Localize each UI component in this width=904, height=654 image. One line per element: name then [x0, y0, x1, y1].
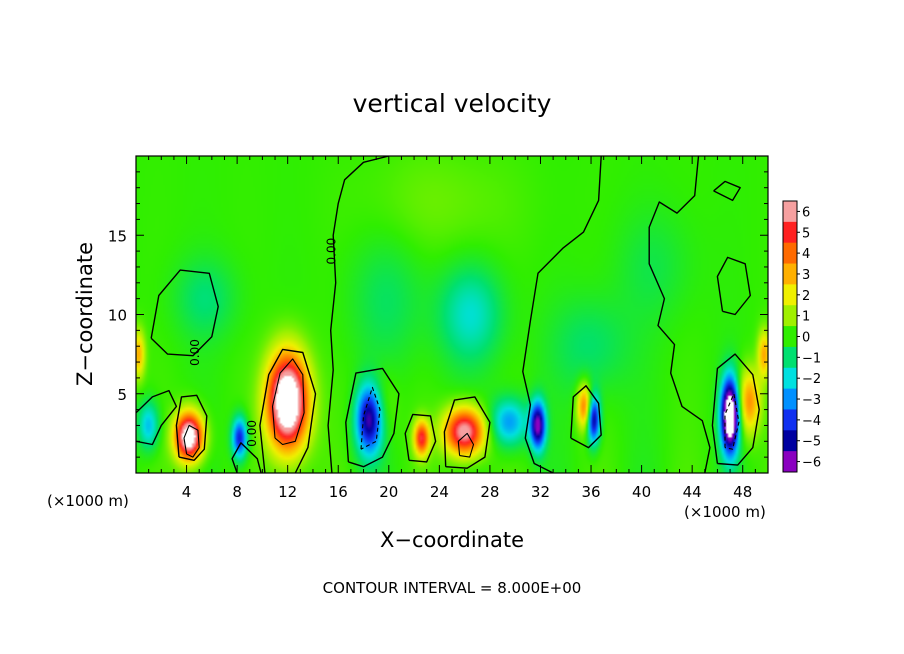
contour-zero-11 — [404, 413, 437, 463]
contour-zero-3 — [231, 442, 262, 473]
colorbar-swatch — [783, 221, 797, 244]
contour-zero-13 — [716, 256, 751, 316]
colorbar-swatch — [783, 305, 797, 327]
heatmap-field — [136, 156, 768, 473]
colorbar-swatch — [783, 388, 797, 410]
x-axis: 4 8 12 16 20 24 28 32 36 40 44 48 — [148, 156, 756, 501]
colorbar-swatch — [783, 409, 797, 431]
contour-zero-8 — [648, 156, 711, 473]
colorbar-tick-label: −5 — [802, 435, 821, 450]
x-tick-label: 24 — [430, 483, 449, 501]
x-unit-right: (×1000 m) — [684, 503, 766, 521]
colorbar-tick-label: 1 — [802, 310, 810, 325]
colorbar-tick-label: 0 — [802, 331, 810, 346]
colorbar-tick-label: −2 — [802, 372, 821, 387]
colorbar-tick-label: 5 — [802, 226, 810, 241]
heatmap-image — [136, 156, 768, 473]
colorbar-tick-label: 6 — [802, 205, 810, 220]
colorbar-swatch — [783, 346, 797, 369]
y-tick-label: 10 — [108, 307, 127, 325]
contour-zero-14 — [713, 180, 741, 202]
contour-pos8-16 — [183, 424, 200, 458]
colorbar-tick-label: −4 — [802, 414, 821, 429]
colorbar-tick-label: −1 — [802, 351, 821, 366]
contour-label: 0.00 — [188, 339, 202, 366]
x-tick-label: 40 — [632, 483, 651, 501]
contour-label: 0.00 — [325, 238, 339, 265]
colorbar-swatch — [783, 326, 797, 348]
y-tick-label: 5 — [117, 386, 127, 404]
colorbar-tick-label: 4 — [802, 247, 810, 262]
x-tick-label: 12 — [278, 483, 297, 501]
colorbar-swatch — [783, 367, 797, 390]
contour-zero-5 — [259, 348, 317, 473]
contour-neg8-18 — [360, 386, 381, 450]
x-tick-label: 4 — [182, 483, 192, 501]
x-tick-label: 48 — [733, 483, 752, 501]
contour-zero-2 — [522, 156, 602, 473]
contour-zero-1 — [327, 156, 389, 473]
colorbar-tick-label: −3 — [802, 393, 821, 408]
x-tick-label: 8 — [232, 483, 242, 501]
y-axis-label: Z−coordinate — [73, 242, 97, 386]
colorbar-swatch — [783, 284, 797, 306]
x-unit-left: (×1000 m) — [47, 492, 129, 510]
colorbar: 6 5 4 3 2 1 0 −1 −2 −3 −4 −5 −6 — [782, 200, 821, 473]
contour-label: 0.00 — [245, 420, 259, 447]
colorbar-swatch — [783, 451, 797, 473]
contour-zero-6 — [345, 367, 400, 468]
contour-zero-0 — [150, 269, 219, 357]
colorbar-swatch — [783, 201, 797, 223]
x-tick-label: 20 — [379, 483, 398, 501]
colorbar-swatch — [783, 430, 797, 452]
x-tick-label: 36 — [581, 483, 600, 501]
contour-layer — [136, 156, 760, 473]
contour-zero-7 — [443, 396, 491, 469]
contour-label-layer: 0.00 0.00 0.00 — [188, 238, 339, 447]
colorbar-tick-label: 3 — [802, 268, 810, 283]
y-tick-label: 15 — [108, 227, 127, 245]
colorbar-swatch — [783, 263, 797, 285]
x-tick-label: 44 — [683, 483, 702, 501]
chart-title: vertical velocity — [353, 89, 552, 118]
contour-zero-4 — [136, 389, 178, 446]
contour-interval-note: CONTOUR INTERVAL = 8.000E+00 — [323, 579, 582, 597]
x-tick-label: 32 — [531, 483, 550, 501]
contour-pos8-17 — [457, 432, 475, 458]
contour-zero-10 — [175, 394, 208, 461]
x-tick-label: 28 — [480, 483, 499, 501]
x-axis-label: X−coordinate — [380, 528, 524, 552]
colorbar-tick-label: 2 — [802, 289, 810, 304]
contour-zero-9 — [711, 353, 760, 466]
colorbar-tick-label: −6 — [802, 456, 821, 471]
y-axis: 5 10 15 — [108, 171, 768, 458]
contour-neg8-19 — [724, 393, 740, 450]
x-tick-label: 16 — [329, 483, 348, 501]
contour-zero-12 — [570, 385, 602, 449]
colorbar-swatch — [783, 242, 797, 264]
contour-pos8-15 — [271, 358, 305, 446]
